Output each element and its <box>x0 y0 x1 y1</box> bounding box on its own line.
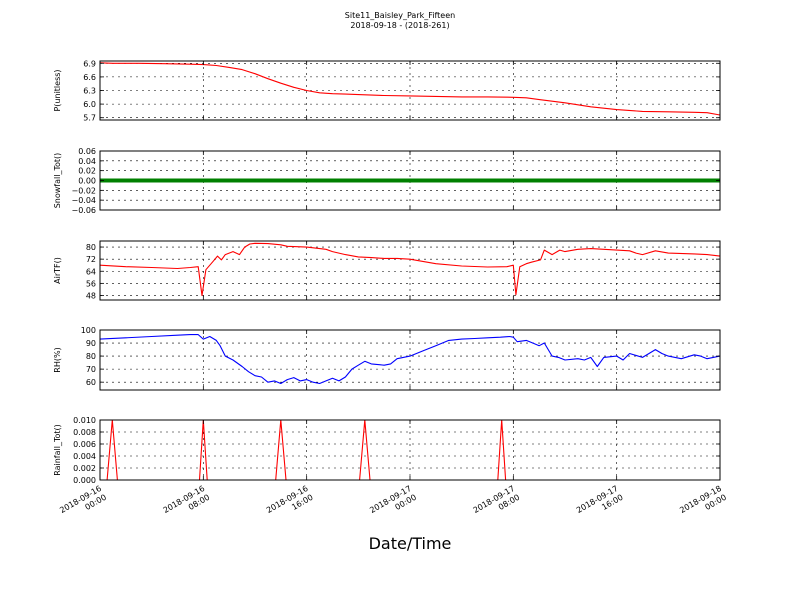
y-tick-label: 0.002 <box>73 464 96 473</box>
y-tick-label: 72 <box>86 255 96 264</box>
y-axis-label: RH(%) <box>53 347 62 372</box>
y-axis-label: AirTF() <box>53 257 62 284</box>
axes-frame <box>99 240 721 301</box>
y-tick-label: −0.06 <box>71 206 96 215</box>
y-tick-label: 6.6 <box>83 73 96 82</box>
y-tick-label: 6.0 <box>83 100 96 109</box>
y-tick-label: 0.02 <box>78 167 96 176</box>
series-line <box>100 420 720 480</box>
x-tick-label: 2018-09-1708:00 <box>472 484 522 524</box>
y-tick-label: 0.04 <box>78 157 96 166</box>
y-tick-label: 0.010 <box>73 416 96 425</box>
x-axis-label: Date/Time <box>368 534 452 553</box>
y-axis-label: P(unitless) <box>53 69 62 111</box>
y-tick-label: 5.7 <box>83 114 96 123</box>
y-tick-label: 0.000 <box>73 476 96 485</box>
x-tick-label: 2018-09-1616:00 <box>265 484 315 524</box>
y-tick-label: 80 <box>86 352 96 361</box>
y-axis-label: Rainfall_Tot() <box>53 424 62 476</box>
y-tick-label: 56 <box>86 279 96 288</box>
y-tick-label: −0.02 <box>71 186 96 195</box>
y-tick-label: 64 <box>86 267 96 276</box>
x-tick-label: 2018-09-1700:00 <box>368 484 418 524</box>
series-line <box>100 62 720 116</box>
x-tick-label: 2018-09-1608:00 <box>162 484 212 524</box>
x-tick-label: 2018-09-1800:00 <box>678 484 728 524</box>
y-tick-label: 0.004 <box>73 452 96 461</box>
series-line <box>100 334 720 385</box>
y-tick-label: 6.9 <box>83 59 96 68</box>
chart-title: Site11_Baisley_Park_Fifteen <box>344 11 456 20</box>
y-tick-label: 6.3 <box>83 87 96 96</box>
y-tick-label: −0.04 <box>71 196 96 205</box>
y-tick-label: 0.006 <box>73 440 96 449</box>
y-tick-label: 0.008 <box>73 428 96 437</box>
axes-frame <box>99 60 721 121</box>
y-tick-label: 100 <box>81 326 96 335</box>
x-tick-label: 2018-09-1716:00 <box>575 484 625 524</box>
y-tick-label: 90 <box>86 339 96 348</box>
y-tick-label: 80 <box>86 243 96 252</box>
y-tick-label: 0.00 <box>78 177 96 186</box>
x-tick-label: 2018-09-1600:00 <box>58 484 108 524</box>
y-tick-label: 70 <box>86 365 96 374</box>
series-line <box>100 242 720 297</box>
chart-subtitle: 2018-09-18 - (2018-261) <box>350 21 450 30</box>
y-tick-label: 60 <box>86 378 96 387</box>
y-tick-label: 48 <box>86 291 96 300</box>
y-axis-label: Snowfall_Tot() <box>53 153 62 209</box>
y-tick-label: 0.06 <box>78 147 96 156</box>
